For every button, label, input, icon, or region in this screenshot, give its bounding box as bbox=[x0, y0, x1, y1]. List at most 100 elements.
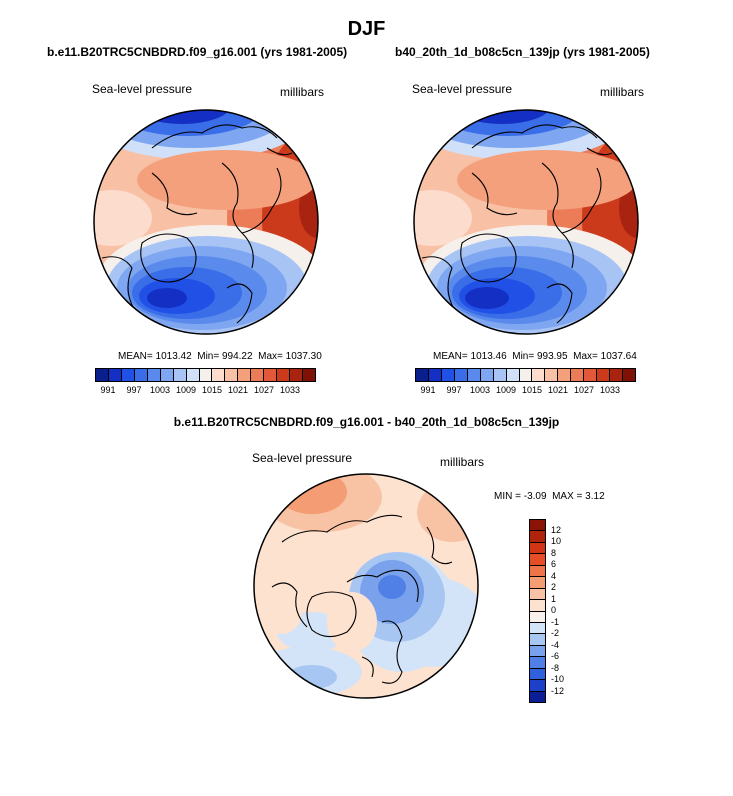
colorbar-tick-label: 997 bbox=[446, 385, 462, 395]
diff-slp-map bbox=[253, 473, 479, 699]
colorbar-swatch bbox=[530, 691, 545, 702]
right-min-value: 993.95 bbox=[536, 351, 568, 362]
colorbar-swatch bbox=[506, 369, 520, 381]
colorbar-swatch bbox=[303, 369, 315, 381]
colorbar-swatch bbox=[264, 369, 278, 381]
colorbar-swatch bbox=[173, 369, 187, 381]
colorbar-swatch bbox=[597, 369, 611, 381]
colorbar-tick-label: -12 bbox=[551, 685, 565, 696]
left-mean-value: 1013.42 bbox=[155, 351, 192, 362]
colorbar-tick-label: 991 bbox=[100, 385, 116, 395]
colorbar-tick-label: 997 bbox=[126, 385, 142, 395]
colorbar-swatch bbox=[96, 369, 109, 381]
colorbar-swatch bbox=[530, 680, 545, 692]
diff-min-value: -3.09 bbox=[523, 491, 547, 502]
left-variable-label: Sea-level pressure bbox=[92, 82, 193, 96]
colorbar-tick-label: 6 bbox=[551, 559, 557, 569]
colorbar-tick-label: 1015 bbox=[521, 385, 543, 395]
colorbar-swatch bbox=[530, 634, 545, 646]
colorbar-tick-label: 991 bbox=[420, 385, 436, 395]
colorbar-tick-label: 1033 bbox=[279, 385, 301, 395]
left-mean-label: MEAN= bbox=[118, 351, 153, 362]
colorbar-swatch bbox=[530, 668, 545, 681]
diff-variable-label: Sea-level pressure bbox=[252, 451, 353, 465]
colorbar-tick-label: 1009 bbox=[495, 385, 517, 395]
colorbar-swatch bbox=[530, 611, 545, 623]
left-slp-map bbox=[93, 109, 319, 335]
colorbar-swatch bbox=[623, 369, 635, 381]
colorbar-swatch bbox=[558, 369, 572, 381]
colorbar-tick-label: 1015 bbox=[201, 385, 223, 395]
left-units-label: millibars bbox=[280, 85, 325, 99]
colorbar-swatch bbox=[584, 369, 598, 381]
colorbar-tick-label: -8 bbox=[551, 662, 560, 673]
colorbar-tick-label: 10 bbox=[551, 536, 562, 546]
colorbar-tick-label: 1003 bbox=[149, 385, 171, 395]
left-min-label: Min= bbox=[197, 351, 220, 362]
colorbar-tick-label: 0 bbox=[551, 605, 557, 615]
colorbar-swatch bbox=[530, 622, 545, 635]
colorbar-swatch bbox=[147, 369, 161, 381]
colorbar-swatch bbox=[530, 657, 545, 669]
colorbar-swatch bbox=[199, 369, 213, 381]
colorbar-swatch bbox=[108, 369, 122, 381]
colorbar-swatch bbox=[121, 369, 135, 381]
left-stats: MEAN= 1013.42 Min= 994.22 Max= 1037.30 bbox=[118, 351, 322, 362]
colorbar-tick-label: 1009 bbox=[175, 385, 197, 395]
colorbar-swatch bbox=[530, 531, 545, 543]
right-slp-map bbox=[413, 109, 639, 335]
diff-panel-title: b.e11.B20TRC5CNBDRD.f09_g16.001 - b40_20… bbox=[173, 415, 560, 429]
colorbar-swatch bbox=[610, 369, 623, 381]
colorbar-swatch bbox=[530, 645, 545, 658]
colorbar-tick-label: -1 bbox=[551, 616, 560, 627]
diff-colorbar bbox=[529, 519, 546, 703]
colorbar-tick-label: 1021 bbox=[227, 385, 248, 395]
colorbar-swatch bbox=[212, 369, 226, 381]
colorbar-swatch bbox=[519, 369, 533, 381]
colorbar-swatch bbox=[530, 565, 545, 578]
right-max-label: Max= bbox=[573, 351, 598, 362]
colorbar-tick-label: 1027 bbox=[253, 385, 275, 395]
diff-units-label: millibars bbox=[440, 455, 485, 469]
colorbar-tick-label: 8 bbox=[551, 547, 557, 558]
right-max-value: 1037.64 bbox=[600, 351, 637, 362]
colorbar-tick-label: -2 bbox=[551, 628, 560, 638]
right-units-label: millibars bbox=[600, 85, 645, 99]
colorbar-tick-label: -10 bbox=[551, 674, 565, 684]
right-stats: MEAN= 1013.46 Min= 993.95 Max= 1037.64 bbox=[433, 351, 637, 362]
left-colorbar bbox=[95, 368, 316, 382]
diff-stats: MIN = -3.09 MAX = 3.12 bbox=[494, 491, 605, 502]
colorbar-swatch bbox=[441, 369, 455, 381]
colorbar-tick-label: -4 bbox=[551, 639, 560, 650]
colorbar-swatch bbox=[186, 369, 200, 381]
colorbar-tick-label: 1 bbox=[551, 593, 557, 604]
right-variable-label: Sea-level pressure bbox=[412, 82, 513, 96]
figure-title: DJF bbox=[347, 18, 386, 40]
colorbar-swatch bbox=[160, 369, 174, 381]
diff-colorbar-ticks: 12 10 8 6 4 2 1 0 -1 -2 -4 -6 -8 -10 -12 bbox=[551, 519, 581, 703]
colorbar-swatch bbox=[545, 369, 559, 381]
colorbar-swatch bbox=[428, 369, 442, 381]
colorbar-swatch bbox=[530, 600, 545, 612]
right-colorbar bbox=[415, 368, 636, 382]
left-max-label: Max= bbox=[258, 351, 283, 362]
left-min-value: 994.22 bbox=[221, 351, 253, 362]
colorbar-swatch bbox=[467, 369, 481, 381]
colorbar-tick-label: 1021 bbox=[547, 385, 568, 395]
diff-max-value: 3.12 bbox=[585, 491, 605, 502]
colorbar-swatch bbox=[530, 554, 545, 566]
colorbar-swatch bbox=[454, 369, 468, 381]
colorbar-swatch bbox=[134, 369, 148, 381]
colorbar-swatch bbox=[480, 369, 494, 381]
left-max-value: 1037.30 bbox=[285, 351, 322, 362]
colorbar-tick-label: 1003 bbox=[469, 385, 491, 395]
right-mean-label: MEAN= bbox=[433, 351, 468, 362]
colorbar-swatch bbox=[277, 369, 291, 381]
colorbar-swatch bbox=[225, 369, 239, 381]
colorbar-tick-label: -6 bbox=[551, 651, 560, 661]
colorbar-swatch bbox=[251, 369, 265, 381]
diff-min-label: MIN = bbox=[494, 491, 521, 502]
colorbar-swatch bbox=[416, 369, 429, 381]
colorbar-swatch bbox=[290, 369, 303, 381]
colorbar-tick-label: 4 bbox=[551, 570, 557, 581]
